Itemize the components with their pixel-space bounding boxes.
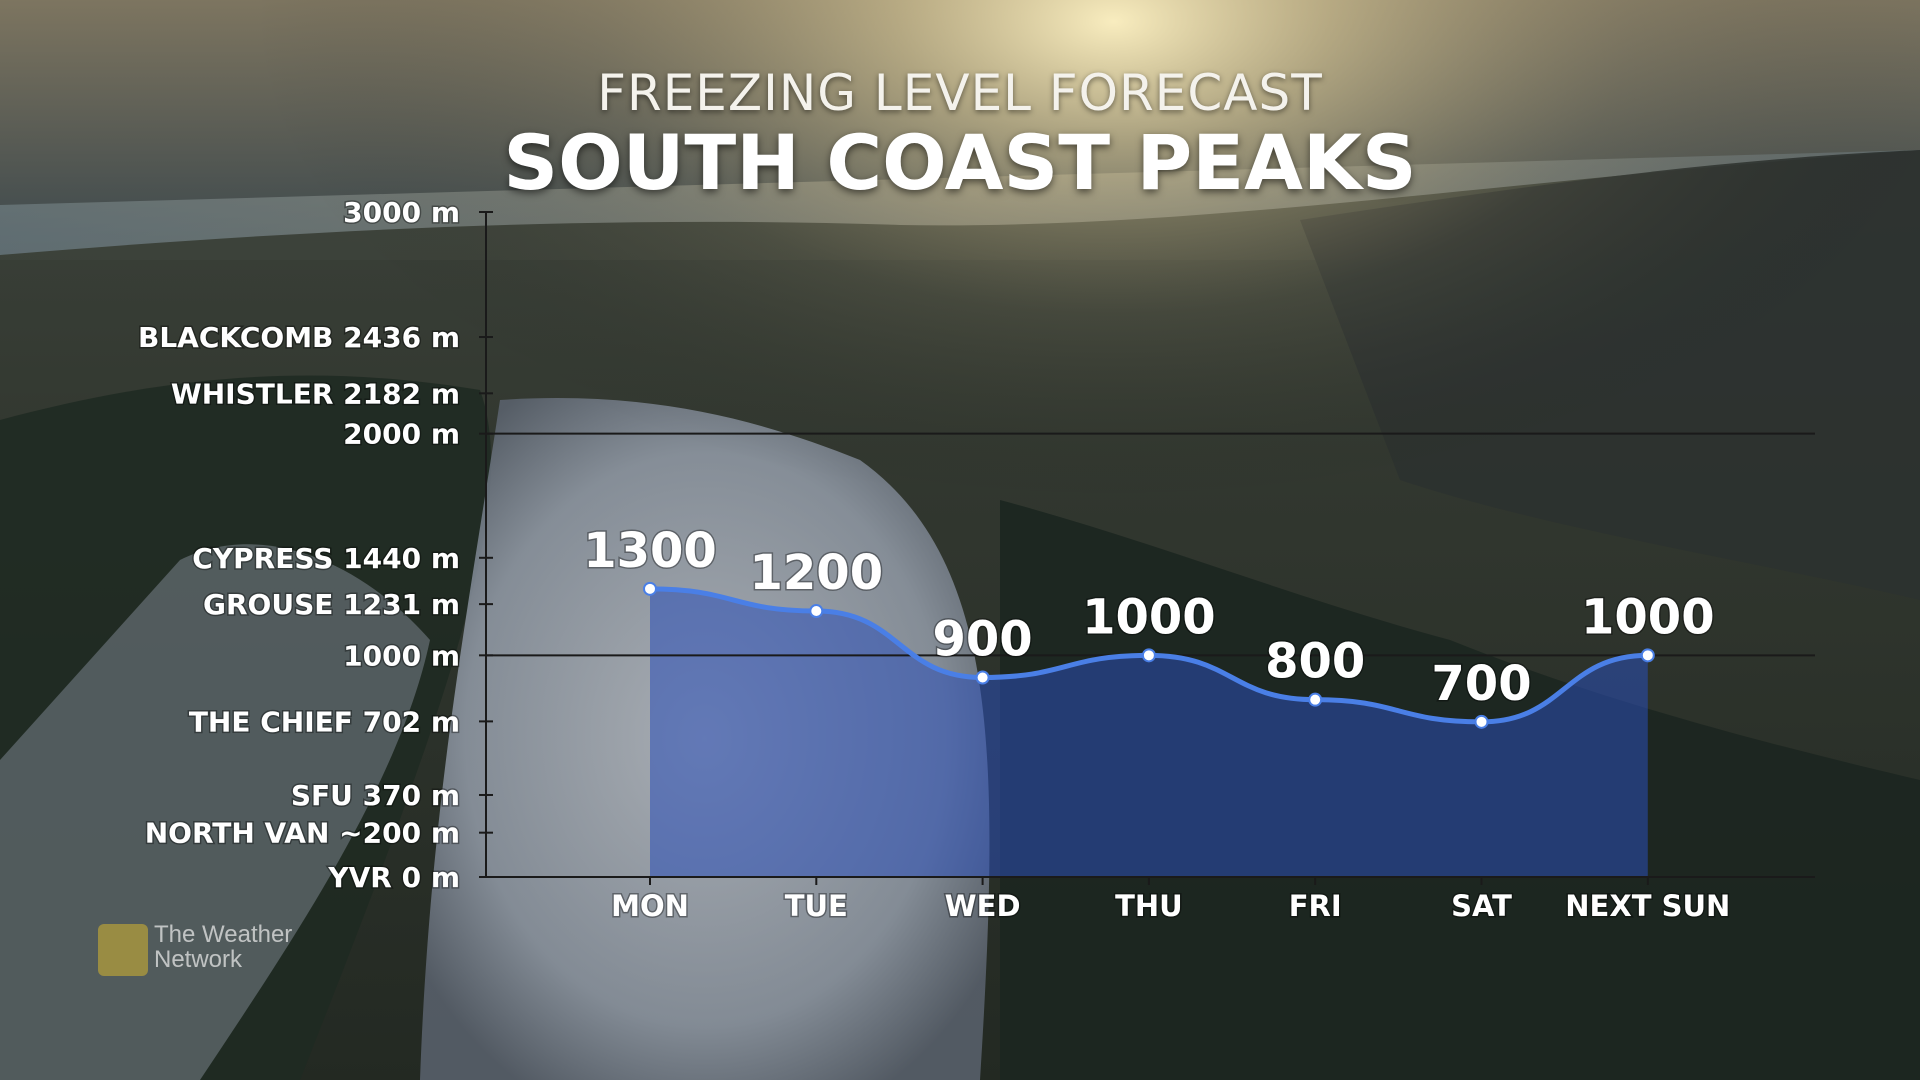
reference-level-label: NORTH VAN ~200 m: [145, 817, 460, 850]
data-label: 800: [1265, 634, 1365, 690]
reference-level-label: YVR 0 m: [327, 861, 460, 894]
x-axis-ticks: [649, 877, 1649, 885]
y-tick-label: 3000 m: [343, 196, 460, 229]
brand-line-2: Network: [154, 946, 243, 973]
x-axis-labels: MON TUE WED THU FRI SAT NEXT SUN: [610, 888, 1732, 925]
chart-subtitle: SOUTH COAST PEAKS: [503, 118, 1417, 207]
brand-line-1: The Weather: [154, 921, 293, 948]
data-label: 1300: [583, 523, 717, 579]
x-tick-label: THU: [1115, 889, 1183, 923]
data-label: 1000: [1082, 589, 1216, 645]
reference-level-label: BLACKCOMB 2436 m: [138, 321, 460, 354]
chart-title: FREEZING LEVEL FORECAST: [597, 64, 1323, 122]
data-labels: 1300 1200 900 1000 800 700 1000: [582, 521, 1716, 713]
reference-level-label: SFU 370 m: [291, 779, 460, 812]
freezing-level-chart: 1300 1200 900 1000 800 700 1000 3000 m 2000 m 10…: [137, 195, 1815, 925]
data-point: [809, 604, 824, 618]
y-tick-label: 1000 m: [343, 639, 460, 672]
data-label: 900: [932, 612, 1032, 668]
freezing-level-area: [650, 588, 1648, 877]
reference-level-label: CYPRESS 1440 m: [192, 542, 460, 575]
reference-level-label: THE CHIEF 702 m: [189, 705, 460, 738]
x-tick-label: TUE: [785, 889, 848, 923]
data-point: [1308, 692, 1323, 707]
globe-logo-icon: [98, 924, 148, 976]
x-tick-label: MON: [611, 889, 689, 923]
brand-name: The Weather Network: [154, 922, 292, 972]
reference-level-label: GROUSE 1231 m: [203, 588, 460, 621]
data-point: [975, 670, 990, 685]
x-tick-label: FRI: [1289, 889, 1342, 923]
data-point: [1474, 714, 1489, 729]
data-label: 1200: [750, 545, 884, 601]
x-tick-label: SAT: [1451, 889, 1512, 923]
x-tick-label: WED: [945, 889, 1021, 923]
reference-level-label: WHISTLER 2182 m: [171, 377, 460, 410]
data-point: [643, 581, 657, 596]
data-points: [643, 581, 1655, 729]
data-point: [1141, 648, 1156, 663]
data-point: [1640, 648, 1655, 663]
y-tick-label: 2000 m: [343, 418, 460, 451]
y-axis-labels: 3000 m 2000 m 1000 m BLACKCOMB 2436 m WHISTL…: [137, 195, 462, 896]
x-tick-label: NEXT SUN: [1565, 889, 1730, 923]
data-label: 700: [1431, 656, 1531, 712]
weather-network-logo: The Weather Network: [98, 920, 338, 980]
y-axis-ticks: [479, 211, 493, 878]
data-label: 1000: [1581, 589, 1715, 645]
